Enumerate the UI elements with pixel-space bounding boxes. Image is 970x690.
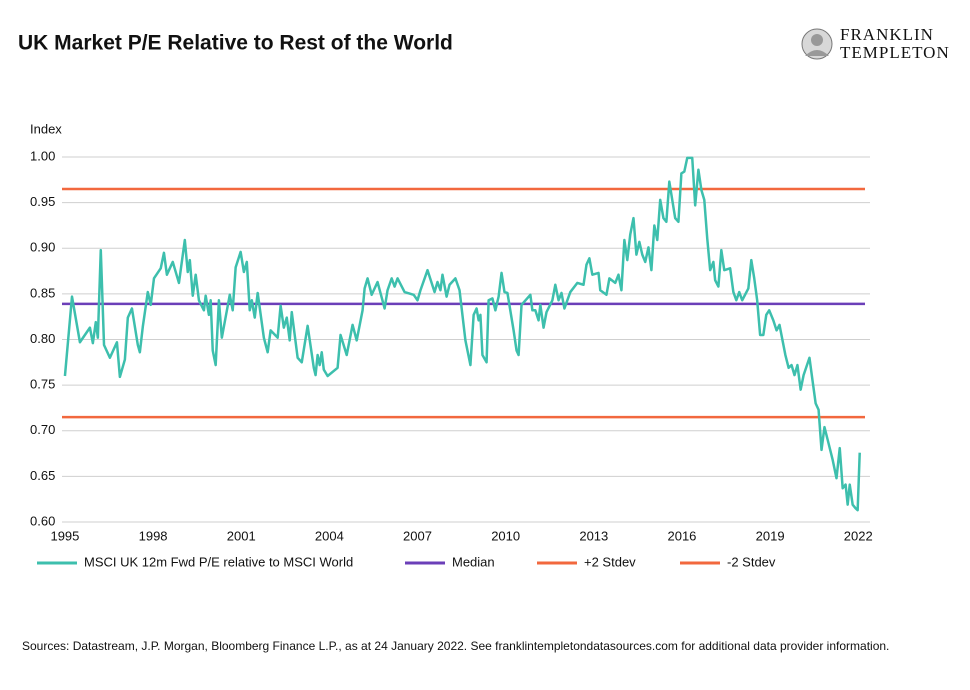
y-tick-label: 0.90 — [30, 240, 55, 255]
legend-label: +2 Stdev — [584, 554, 636, 569]
x-tick-label: 2022 — [844, 528, 873, 543]
x-tick-label: 2019 — [756, 528, 785, 543]
data-line — [63, 156, 861, 512]
x-tick-label: 1998 — [139, 528, 168, 543]
logo-text: FRANKLIN — [840, 25, 934, 44]
x-tick-label: 1995 — [50, 528, 79, 543]
legend-label: MSCI UK 12m Fwd P/E relative to MSCI Wor… — [84, 554, 353, 569]
y-tick-label: 0.60 — [30, 513, 55, 528]
y-tick-label: 0.65 — [30, 468, 55, 483]
x-tick-label: 2013 — [579, 528, 608, 543]
source-note: Sources: Datastream, J.P. Morgan, Bloomb… — [22, 639, 889, 653]
legend-label: Median — [452, 554, 495, 569]
logo-shoulders — [805, 50, 829, 56]
chart-title: UK Market P/E Relative to Rest of the Wo… — [18, 32, 453, 55]
logo-text: TEMPLETON — [840, 43, 950, 62]
x-tick-label: 2007 — [403, 528, 432, 543]
y-tick-label: 0.85 — [30, 285, 55, 300]
y-tick-label: 0.80 — [30, 331, 55, 346]
x-tick-label: 2010 — [491, 528, 520, 543]
y-tick-label: 0.70 — [30, 422, 55, 437]
logo-head — [811, 34, 823, 46]
logo: FRANKLIN TEMPLETON — [801, 25, 950, 62]
x-tick-label: 2004 — [315, 528, 344, 543]
y-tick-label: 0.75 — [30, 377, 55, 392]
legend-label: -2 Stdev — [727, 554, 776, 569]
x-tick-label: 2016 — [667, 528, 696, 543]
y-axis-label: Index — [30, 121, 62, 136]
y-tick-label: 0.95 — [30, 194, 55, 209]
y-tick-label: 1.00 — [30, 148, 55, 163]
x-tick-label: 2001 — [227, 528, 256, 543]
